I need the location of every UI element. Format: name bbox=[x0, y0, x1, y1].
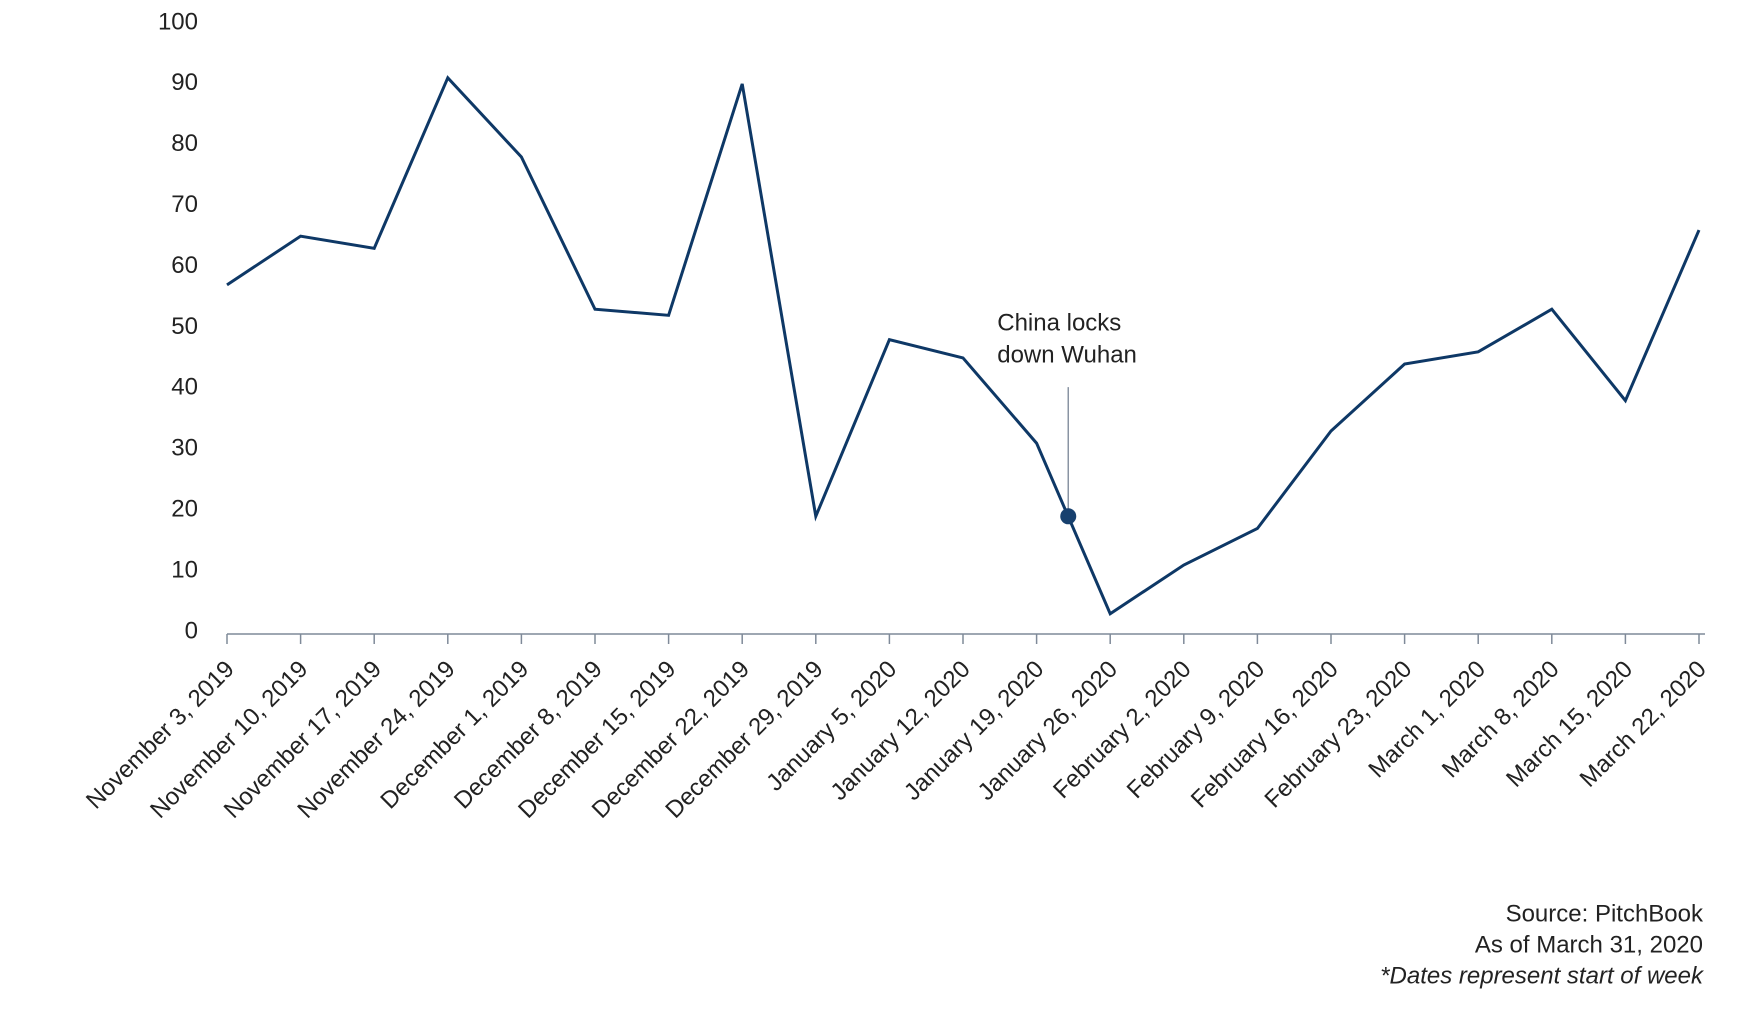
y-tick-label: 0 bbox=[185, 617, 198, 644]
annotation-text: down Wuhan bbox=[997, 341, 1137, 368]
y-tick-label: 100 bbox=[158, 8, 198, 35]
y-tick-label: 50 bbox=[171, 313, 198, 340]
y-tick-label: 30 bbox=[171, 435, 198, 462]
x-tick-label: January 26, 2020 bbox=[973, 656, 1123, 806]
note: *Dates represent start of week bbox=[1380, 962, 1705, 989]
x-tick-label: February 9, 2020 bbox=[1122, 656, 1270, 804]
annotation-marker bbox=[1060, 508, 1077, 525]
y-tick-label: 20 bbox=[171, 496, 198, 523]
annotation-text: China locks bbox=[997, 309, 1121, 336]
x-tick-label: February 2, 2020 bbox=[1048, 656, 1196, 804]
x-tick-label: March 15, 2020 bbox=[1501, 656, 1638, 793]
source: Source: PitchBook bbox=[1506, 900, 1704, 927]
y-tick-label: 10 bbox=[171, 556, 198, 583]
as-of: As of March 31, 2020 bbox=[1475, 931, 1703, 958]
y-tick-label: 80 bbox=[171, 130, 198, 157]
y-tick-label: 60 bbox=[171, 252, 198, 279]
y-tick-label: 70 bbox=[171, 191, 198, 218]
x-tick-label: January 12, 2020 bbox=[825, 656, 975, 806]
y-tick-label: 90 bbox=[171, 69, 198, 96]
x-tick-label: March 22, 2020 bbox=[1575, 656, 1712, 793]
x-tick-label: January 19, 2020 bbox=[899, 656, 1049, 806]
data-line bbox=[226, 75, 1701, 616]
x-tick-label: January 5, 2020 bbox=[761, 656, 902, 797]
y-tick-label: 40 bbox=[171, 374, 198, 401]
